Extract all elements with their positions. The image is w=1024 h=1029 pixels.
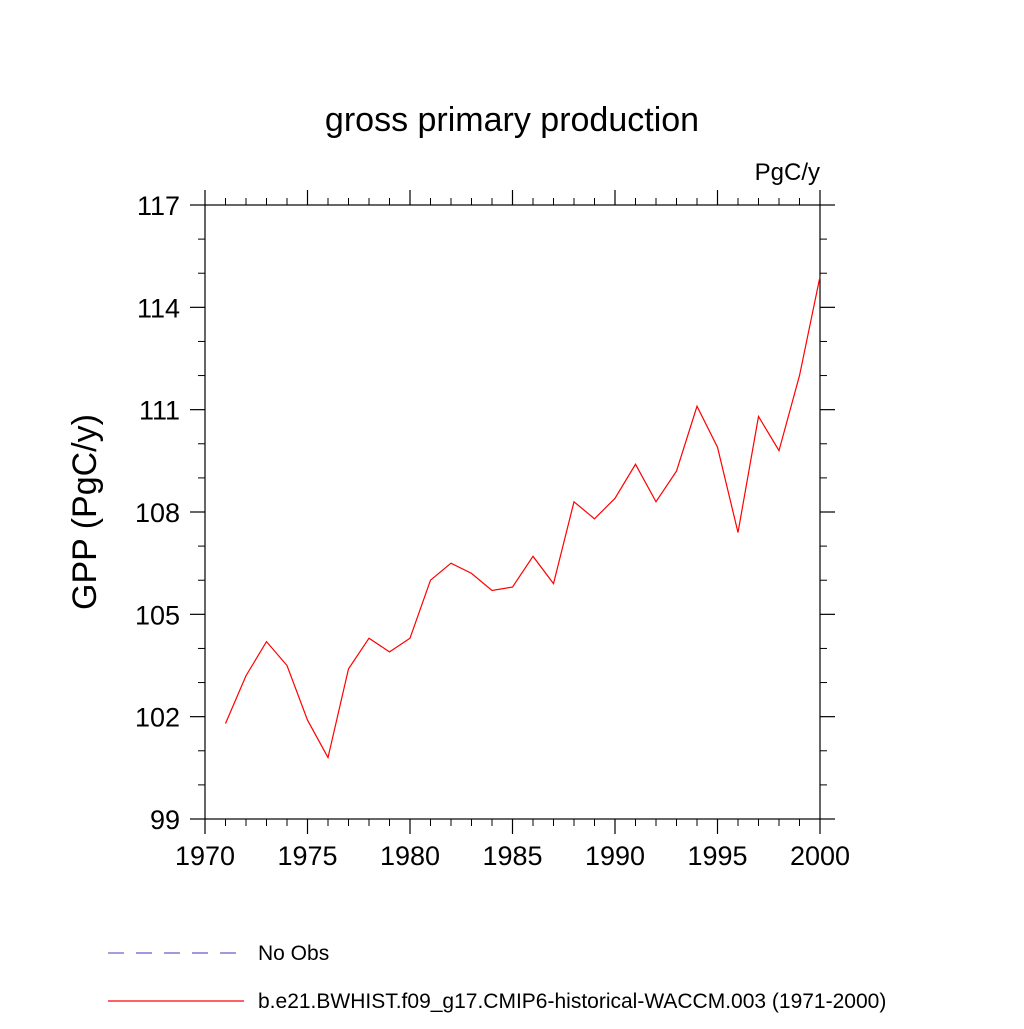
y-tick-label: 108 (135, 498, 180, 528)
x-tick-label: 1980 (380, 841, 440, 871)
plot-frame (204, 204, 821, 820)
x-tick-label: 1995 (687, 841, 747, 871)
y-tick-label: 111 (139, 396, 180, 426)
legend-label-0: No Obs (258, 942, 329, 965)
chart-title: gross primary production (325, 101, 699, 139)
x-tick-label: 1985 (482, 841, 542, 871)
y-tick-label: 117 (137, 191, 180, 221)
legend: No Obs b.e21.BWHIST.f09_g17.CMIP6-histori… (108, 942, 886, 1013)
series-line-1 (224, 276, 821, 760)
x-tick-label: 1970 (175, 841, 235, 871)
y-tick-label: 114 (137, 293, 180, 323)
axes: 1970 1975 1980 1985 1990 1995 2000 99 102 105 108 1… (135, 190, 850, 871)
x-tick-label: 2000 (790, 841, 850, 871)
x-tick-label: 1990 (585, 841, 645, 871)
x-tick-label: 1975 (277, 841, 337, 871)
y-tick-label: 102 (135, 703, 180, 733)
y-tick-label: 105 (135, 600, 180, 630)
y-axis-label: GPP (PgC/y) (66, 414, 104, 610)
units-label: PgC/y (755, 159, 820, 186)
y-tick-label: 99 (150, 805, 180, 835)
legend-label-1: b.e21.BWHIST.f09_g17.CMIP6-historical-WA… (258, 990, 886, 1013)
series-layer (224, 276, 821, 760)
